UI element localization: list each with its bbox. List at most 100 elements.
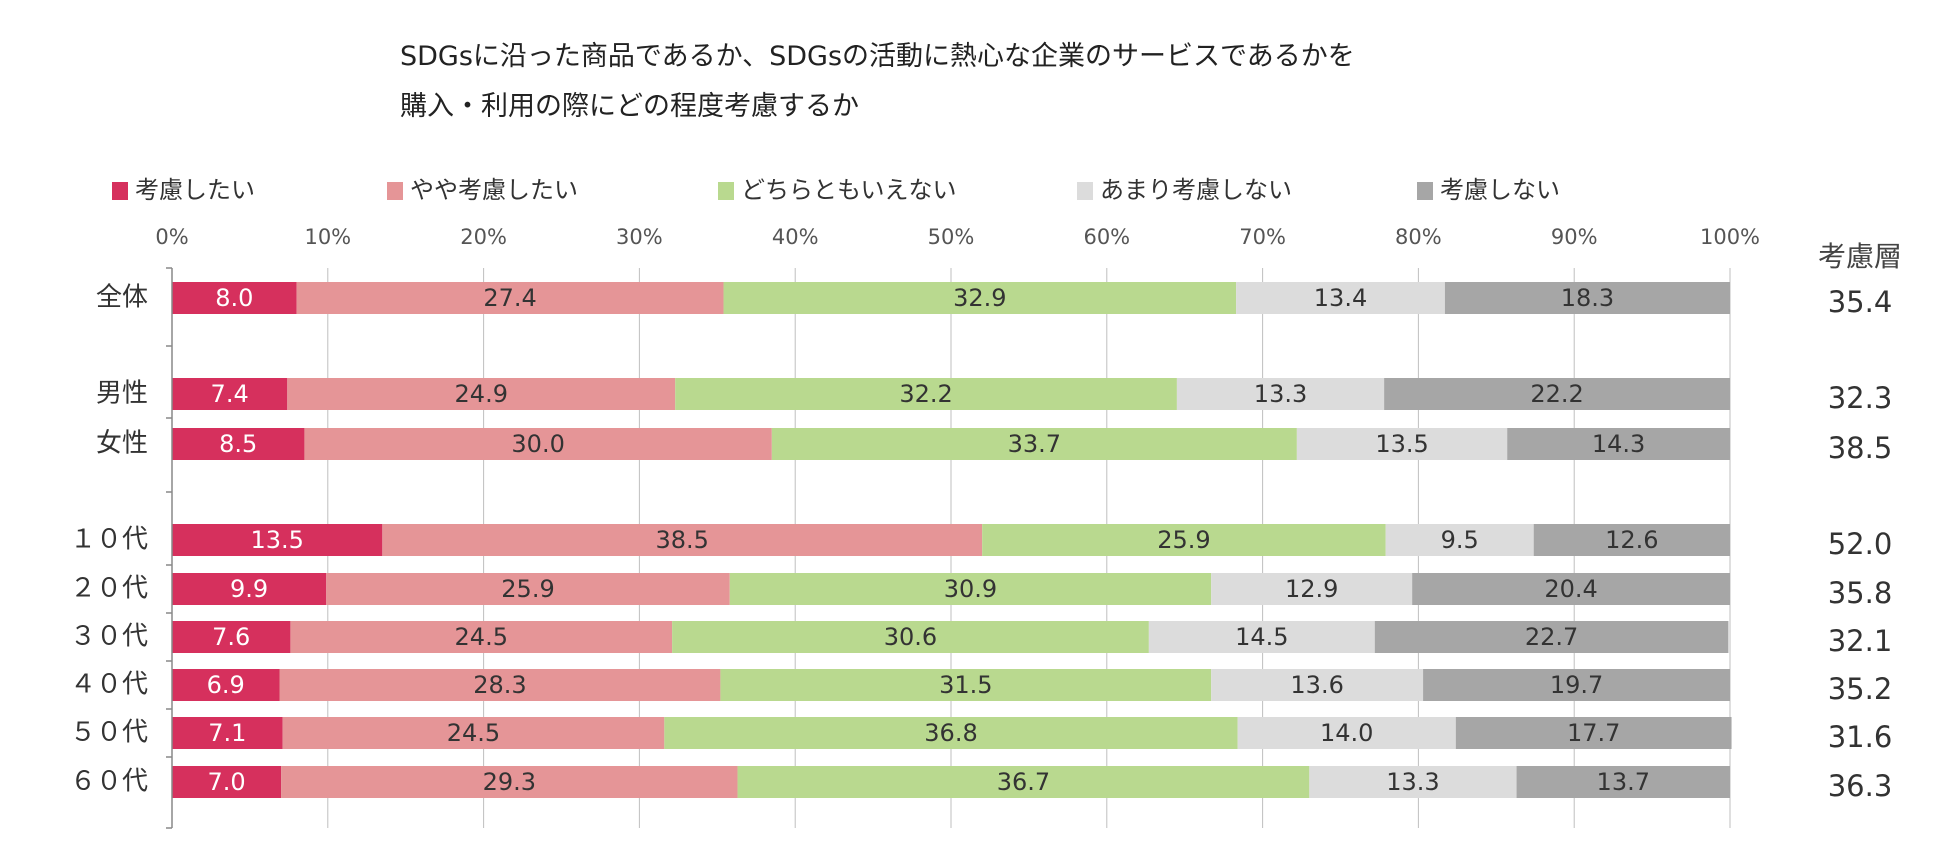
bar-segment-全体-1 — [172, 282, 297, 314]
bar-segment-６０代-1 — [172, 766, 282, 798]
bar-segment-全体-2 — [296, 282, 724, 314]
data-label-２０代-1: 9.9 — [230, 575, 268, 603]
side-column-value-６０代: 36.3 — [1828, 769, 1893, 803]
chart-title: SDGsに沿った商品であるか、SDGsの活動に熱心な企業のサービスであるかを 購… — [400, 32, 1355, 132]
data-label-女性-4: 13.5 — [1375, 430, 1428, 458]
data-label-３０代-1: 7.6 — [212, 623, 250, 651]
data-label-６０代-2: 29.3 — [483, 768, 536, 796]
bar-segment-全体-3 — [723, 282, 1237, 314]
data-label-４０代-2: 28.3 — [473, 671, 526, 699]
side-column-value-全体: 35.4 — [1828, 285, 1893, 319]
bar-segment-２０代-5 — [1412, 573, 1730, 605]
x-tick-label-0: 0% — [155, 225, 188, 249]
category-label-６０代: ６０代 — [70, 767, 148, 797]
legend-label-2: やや考慮したい — [410, 176, 578, 204]
legend-label-4: あまり考慮しない — [1100, 176, 1292, 204]
data-label-男性-5: 22.2 — [1530, 380, 1583, 408]
data-label-１０代-2: 38.5 — [656, 526, 709, 554]
bar-segment-２０代-4 — [1211, 573, 1413, 605]
x-tick-label-7: 70% — [1239, 225, 1286, 249]
data-label-女性-5: 14.3 — [1592, 430, 1645, 458]
bar-segment-５０代-2 — [282, 717, 665, 749]
bar-segment-男性-4 — [1176, 378, 1385, 410]
bar-segment-３０代-3 — [672, 621, 1149, 653]
category-label-２０代: ２０代 — [70, 574, 148, 604]
bar-segment-男性-1 — [172, 378, 288, 410]
bar-segment-男性-2 — [287, 378, 676, 410]
x-tick-label-1: 10% — [304, 225, 351, 249]
data-label-４０代-4: 13.6 — [1290, 671, 1343, 699]
data-label-男性-1: 7.4 — [211, 380, 249, 408]
bar-segment-２０代-1 — [172, 573, 327, 605]
data-label-６０代-1: 7.0 — [207, 768, 245, 796]
bar-segment-５０代-3 — [664, 717, 1238, 749]
bar-segment-３０代-1 — [172, 621, 291, 653]
bar-segment-女性-5 — [1507, 428, 1730, 460]
data-label-１０代-1: 13.5 — [250, 526, 303, 554]
legend-swatch-2 — [387, 182, 403, 200]
data-label-３０代-5: 22.7 — [1525, 623, 1578, 651]
legend-swatch-1 — [112, 182, 128, 200]
data-label-６０代-4: 13.3 — [1386, 768, 1439, 796]
data-label-１０代-3: 25.9 — [1157, 526, 1210, 554]
data-label-全体-1: 8.0 — [215, 284, 253, 312]
data-label-２０代-5: 20.4 — [1544, 575, 1597, 603]
data-label-４０代-5: 19.7 — [1550, 671, 1603, 699]
bar-segment-女性-1 — [172, 428, 305, 460]
bar-segment-男性-5 — [1384, 378, 1730, 410]
side-column-value-男性: 32.3 — [1828, 381, 1893, 415]
legend-swatch-5 — [1417, 182, 1433, 200]
bar-segment-１０代-4 — [1385, 524, 1534, 556]
bar-segment-男性-3 — [675, 378, 1177, 410]
bar-segment-４０代-5 — [1423, 669, 1730, 701]
bar-segment-女性-2 — [304, 428, 772, 460]
data-label-全体-2: 27.4 — [483, 284, 536, 312]
x-tick-label-8: 80% — [1395, 225, 1442, 249]
bar-segment-３０代-2 — [290, 621, 673, 653]
data-label-５０代-3: 36.8 — [924, 719, 977, 747]
bar-segment-３０代-5 — [1374, 621, 1729, 653]
bar-segment-５０代-4 — [1237, 717, 1456, 749]
data-label-４０代-3: 31.5 — [939, 671, 992, 699]
data-label-６０代-5: 13.7 — [1597, 768, 1650, 796]
x-tick-label-5: 50% — [928, 225, 975, 249]
category-label-女性: 女性 — [96, 429, 148, 459]
category-label-５０代: ５０代 — [70, 718, 148, 748]
data-label-６０代-3: 36.7 — [997, 768, 1050, 796]
data-label-全体-3: 32.9 — [953, 284, 1006, 312]
x-tick-label-10: 100% — [1700, 225, 1760, 249]
side-column-value-２０代: 35.8 — [1828, 576, 1893, 610]
legend-swatch-3 — [718, 182, 734, 200]
side-column-value-５０代: 31.6 — [1828, 720, 1893, 754]
data-label-全体-4: 13.4 — [1314, 284, 1367, 312]
x-tick-label-4: 40% — [772, 225, 819, 249]
x-tick-label-2: 20% — [460, 225, 507, 249]
data-label-３０代-3: 30.6 — [884, 623, 937, 651]
data-label-女性-2: 30.0 — [511, 430, 564, 458]
data-label-全体-5: 18.3 — [1561, 284, 1614, 312]
x-tick-label-3: 30% — [616, 225, 663, 249]
legend-label-1: 考慮したい — [135, 176, 255, 204]
bar-segment-女性-4 — [1296, 428, 1508, 460]
bar-segment-３０代-4 — [1148, 621, 1375, 653]
bar-segment-女性-3 — [771, 428, 1297, 460]
bar-segment-４０代-3 — [720, 669, 1212, 701]
bar-segment-２０代-2 — [326, 573, 730, 605]
bar-segment-全体-5 — [1444, 282, 1730, 314]
data-label-２０代-3: 30.9 — [944, 575, 997, 603]
bar-segment-６０代-3 — [737, 766, 1310, 798]
bar-segment-１０代-3 — [982, 524, 1386, 556]
data-label-男性-4: 13.3 — [1254, 380, 1307, 408]
bar-segment-全体-4 — [1236, 282, 1445, 314]
category-label-４０代: ４０代 — [70, 670, 148, 700]
data-label-２０代-2: 25.9 — [501, 575, 554, 603]
data-label-３０代-2: 24.5 — [455, 623, 508, 651]
bar-segment-６０代-2 — [281, 766, 738, 798]
bar-segment-１０代-5 — [1533, 524, 1730, 556]
bar-segment-４０代-2 — [279, 669, 721, 701]
bar-segment-４０代-1 — [172, 669, 280, 701]
legend-swatch-4 — [1077, 182, 1093, 200]
data-label-４０代-1: 6.9 — [207, 671, 245, 699]
data-label-５０代-5: 17.7 — [1567, 719, 1620, 747]
